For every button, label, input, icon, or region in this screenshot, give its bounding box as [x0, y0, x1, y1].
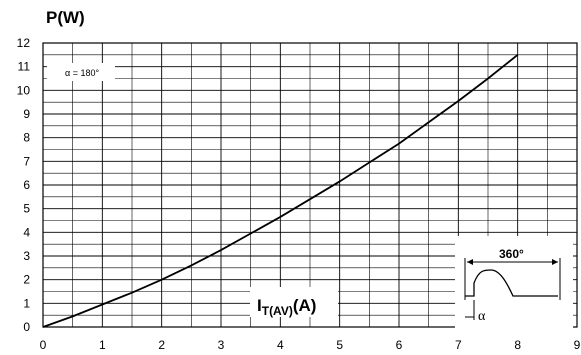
x-tick-label: 8	[514, 338, 521, 352]
waveform-inset: 360° α	[455, 236, 573, 328]
y-tick-label: 1	[23, 296, 30, 310]
inset-waveform	[465, 269, 558, 297]
y-tick-label: 6	[23, 178, 30, 192]
x-tick-label: 1	[99, 338, 106, 352]
x-axis-label-main: I	[257, 296, 262, 315]
inset-alpha-label: α	[478, 309, 486, 324]
x-tick-label: 4	[277, 338, 284, 352]
angle-annotation: α = 180°	[65, 68, 99, 78]
y-tick-label: 3	[23, 249, 30, 263]
x-tick-label: 6	[396, 338, 403, 352]
y-tick-label: 11	[18, 60, 31, 74]
x-axis-label-box: IT(AV)(A)	[250, 287, 338, 318]
y-axis-label: P(W)	[46, 8, 85, 27]
inset-period-label: 360°	[499, 247, 524, 261]
y-tick-label: 2	[23, 273, 30, 287]
y-tick-label: 9	[23, 107, 30, 121]
plot-frame	[42, 42, 578, 328]
x-tick-labels: 0 1 2 3 4 5 6 7 8 9	[40, 338, 581, 352]
y-tick-label: 10	[17, 83, 31, 97]
y-tick-label: 7	[23, 154, 30, 168]
x-tick-label: 7	[455, 338, 462, 352]
y-tick-label: 0	[23, 320, 30, 334]
y-tick-label: 4	[23, 225, 30, 239]
annotation-box: α = 180°	[47, 63, 115, 81]
series-line	[42, 54, 519, 328]
x-axis-label-unit: (A)	[293, 296, 317, 315]
x-tick-label: 5	[336, 338, 343, 352]
x-tick-label: 3	[218, 338, 225, 352]
x-axis-label-sub: T(AV)	[262, 304, 293, 318]
x-tick-label: 2	[158, 338, 165, 352]
y-tick-label: 5	[23, 202, 30, 216]
y-tick-label: 8	[23, 131, 30, 145]
x-tick-label: 0	[40, 338, 47, 352]
y-tick-label: 12	[17, 36, 31, 50]
x-tick-label: 9	[574, 338, 581, 352]
x-axis-label: IT(AV)(A)	[257, 296, 316, 318]
